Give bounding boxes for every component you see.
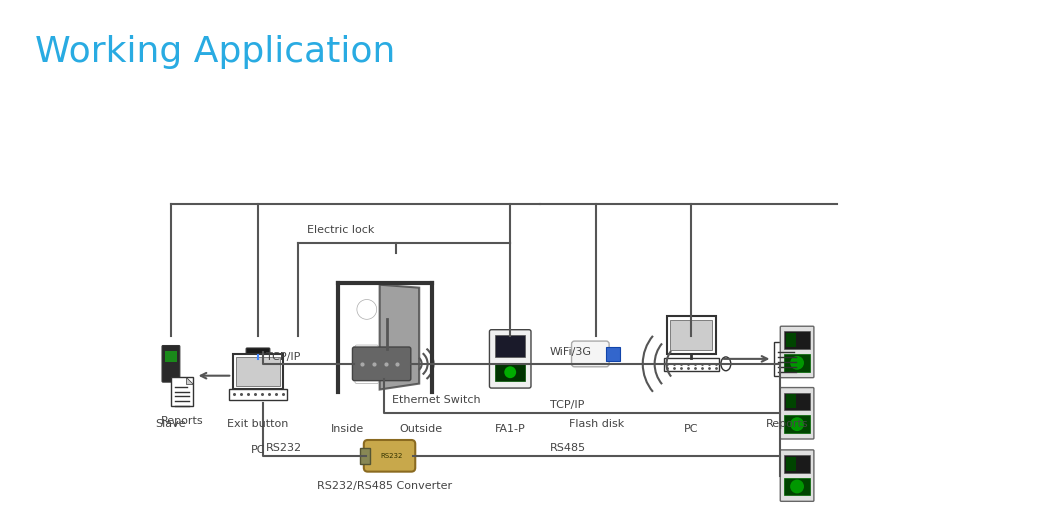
Circle shape — [790, 417, 803, 431]
FancyBboxPatch shape — [364, 440, 416, 471]
Text: FA1-P: FA1-P — [495, 424, 526, 434]
Ellipse shape — [721, 357, 730, 371]
Text: Inside: Inside — [331, 424, 364, 434]
Bar — [165, 351, 177, 362]
Bar — [359, 448, 370, 464]
Text: Reports: Reports — [160, 416, 204, 426]
Bar — [671, 320, 712, 350]
Text: TCP/IP: TCP/IP — [550, 400, 584, 410]
Circle shape — [505, 366, 516, 378]
Bar — [784, 478, 810, 496]
Bar — [787, 457, 796, 470]
Circle shape — [790, 480, 803, 494]
Text: PC: PC — [251, 445, 265, 455]
Bar — [787, 333, 796, 347]
Text: Outside: Outside — [400, 424, 443, 434]
Text: Ethernet Switch: Ethernet Switch — [391, 396, 480, 405]
Polygon shape — [379, 285, 419, 389]
Circle shape — [250, 356, 266, 372]
FancyBboxPatch shape — [780, 326, 814, 378]
FancyBboxPatch shape — [780, 387, 814, 439]
Bar — [606, 347, 620, 361]
Bar — [171, 377, 193, 406]
Text: TCP/IP: TCP/IP — [266, 352, 300, 362]
Bar — [236, 357, 280, 386]
FancyBboxPatch shape — [352, 347, 411, 381]
Bar — [495, 363, 525, 381]
Text: Flash disk: Flash disk — [568, 419, 624, 429]
Text: Working Application: Working Application — [35, 35, 395, 69]
FancyBboxPatch shape — [780, 450, 814, 501]
Circle shape — [357, 300, 376, 319]
Bar — [784, 415, 810, 433]
Bar — [664, 358, 719, 371]
FancyBboxPatch shape — [246, 348, 270, 380]
Text: Reports: Reports — [766, 419, 809, 429]
Text: Electric lock: Electric lock — [307, 225, 375, 235]
Bar — [774, 342, 800, 376]
Bar — [787, 394, 796, 408]
Polygon shape — [186, 377, 193, 384]
Bar — [233, 354, 283, 388]
Bar — [784, 392, 810, 410]
Polygon shape — [793, 342, 800, 349]
FancyBboxPatch shape — [355, 345, 378, 384]
Text: WiFi/3G: WiFi/3G — [550, 347, 591, 357]
Text: RS232: RS232 — [381, 453, 403, 459]
Bar — [229, 388, 286, 401]
FancyBboxPatch shape — [571, 341, 610, 367]
Bar — [784, 331, 810, 349]
Text: RS232/RS485 Converter: RS232/RS485 Converter — [317, 481, 453, 490]
Bar — [667, 317, 716, 354]
FancyBboxPatch shape — [490, 330, 531, 388]
Circle shape — [790, 356, 803, 370]
FancyBboxPatch shape — [162, 346, 180, 382]
Bar — [784, 354, 810, 372]
Text: PC: PC — [684, 424, 699, 434]
Bar — [495, 335, 525, 357]
Bar — [784, 455, 810, 472]
Text: RS232: RS232 — [266, 443, 302, 453]
Text: Slave: Slave — [156, 419, 187, 429]
Text: RS485: RS485 — [550, 443, 586, 453]
Text: Exit button: Exit button — [227, 419, 288, 429]
